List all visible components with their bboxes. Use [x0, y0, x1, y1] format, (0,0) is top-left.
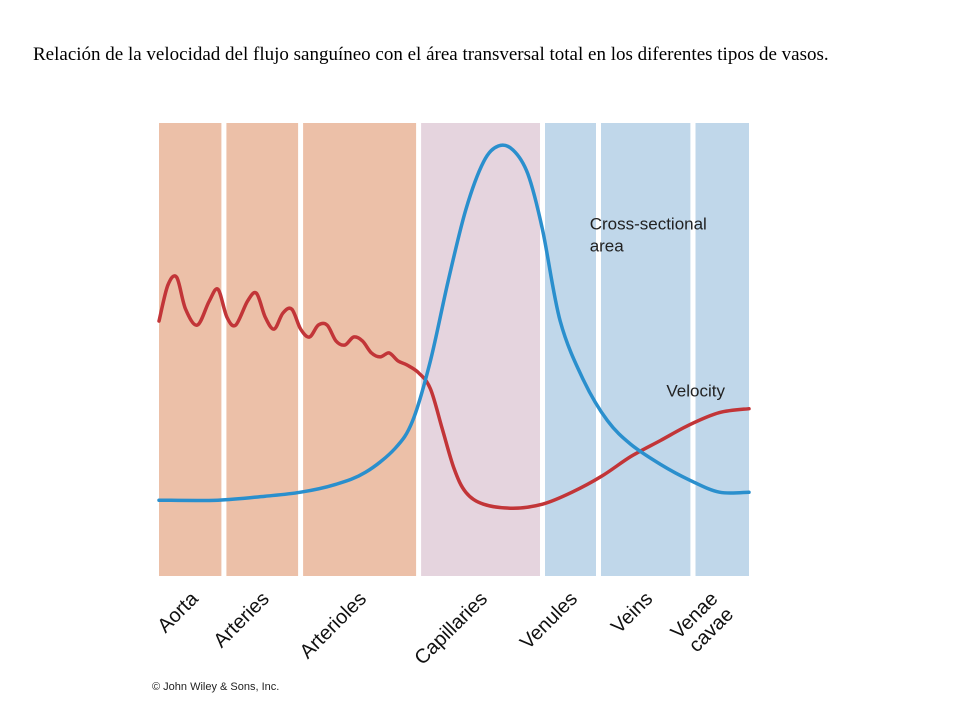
annotation-velocity: Velocity [666, 382, 725, 401]
band-venae-cavae [695, 123, 749, 576]
copyright-notice: © John Wiley & Sons, Inc. [152, 681, 280, 693]
series-line-velocity [157, 274, 751, 510]
band-capillaries [421, 123, 540, 576]
x-tick-labels: Aorta Arteries Arterioles Capillaries Venule… [153, 587, 738, 669]
x-tick-label-capillaries: Capillaries [410, 588, 492, 670]
band-aorta [159, 123, 222, 576]
band-arterioles [303, 123, 417, 576]
x-tick-label-veins: Veins [607, 588, 657, 638]
x-tick-label-venae-cavae: Venaecavae [666, 588, 737, 659]
band-arteries [226, 123, 299, 576]
annotation-cross-sectional-area: Cross-sectional area [590, 215, 707, 256]
x-tick-label-aorta: Aorta [153, 587, 203, 637]
series-line-cross-sectional-area [157, 143, 751, 503]
series-lines [157, 143, 751, 510]
figure-caption: Relación de la velocidad del flujo sangu… [33, 44, 829, 65]
vessel-bands [159, 123, 749, 576]
x-tick-label-arterioles: Arterioles [295, 588, 370, 663]
series-annotations: Cross-sectional area Velocity [590, 215, 726, 401]
x-tick-label-arteries: Arteries [209, 588, 273, 652]
band-veins [601, 123, 691, 576]
x-tick-label-venules: Venules [516, 588, 582, 654]
